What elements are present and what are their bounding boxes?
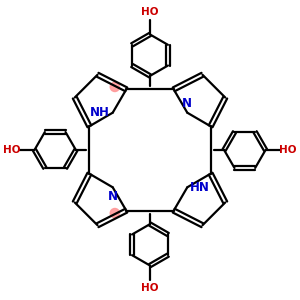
Text: HO: HO <box>141 7 159 17</box>
Text: N: N <box>182 97 192 110</box>
Text: HO: HO <box>3 145 21 155</box>
Circle shape <box>110 208 119 218</box>
Text: HO: HO <box>279 145 297 155</box>
Circle shape <box>110 82 119 92</box>
Text: NH: NH <box>90 106 110 119</box>
Text: N: N <box>108 190 118 203</box>
Text: HO: HO <box>141 283 159 293</box>
Text: HN: HN <box>190 181 210 194</box>
